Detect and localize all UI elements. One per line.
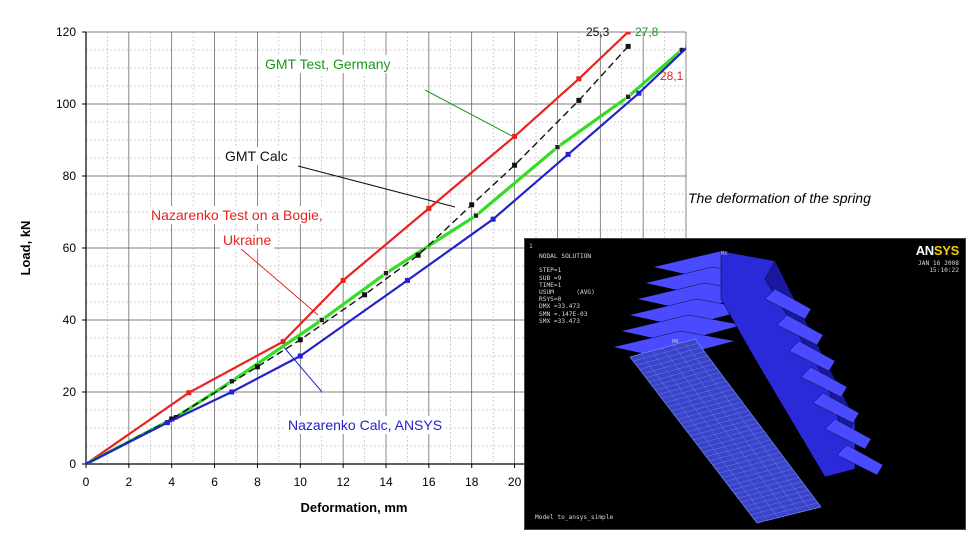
label-gmt-calc: GMT Calc <box>222 147 291 165</box>
series-point-3 <box>685 43 686 49</box>
ansys-info-block: NODAL SOLUTION STEP=1 SUB =9 TIME=1 USUM… <box>539 253 595 325</box>
series-point-1 <box>473 212 479 219</box>
x-tick-label: 4 <box>168 475 175 489</box>
series-point-2 <box>169 416 175 422</box>
chart-series <box>86 32 686 464</box>
y-tick-label: 100 <box>56 97 76 111</box>
ansys-time: 15:10:22 <box>929 267 959 274</box>
y-tick-labels: 0 20 40 60 80 100 120 <box>56 25 86 471</box>
leader-lines <box>239 89 513 393</box>
y-tick-label: 0 <box>69 457 76 471</box>
series-point-0 <box>512 133 518 139</box>
spring-fold <box>788 340 836 372</box>
x-tick-label: 10 <box>294 475 308 489</box>
x-tick-label: 16 <box>422 475 436 489</box>
x-tick-label: 12 <box>336 475 350 489</box>
series-point-2 <box>625 43 631 49</box>
series-point-1 <box>383 270 389 277</box>
series-point-2 <box>415 252 421 258</box>
mesh-line <box>673 344 800 513</box>
spring-fold <box>836 444 884 476</box>
series-point-2 <box>297 337 303 343</box>
leader-nazarenko-test <box>239 247 319 316</box>
series-line-2 <box>86 45 629 464</box>
y-axis-label: Load, kN <box>18 221 33 276</box>
series-point-0 <box>340 277 346 283</box>
window-number: 1 <box>529 243 533 250</box>
x-tick-label: 8 <box>254 475 261 489</box>
mesh-line <box>640 353 768 521</box>
spring-model: MX MN <box>612 250 884 524</box>
y-tick-label: 120 <box>56 25 76 39</box>
spring-fold <box>776 314 824 346</box>
leader-nazarenko-calc <box>281 344 323 393</box>
series-point-1 <box>554 144 561 150</box>
series-point-2 <box>469 202 475 208</box>
annotation-27-8: 27,8 <box>635 25 659 39</box>
series-point-3 <box>565 151 571 157</box>
leader-gmt-test <box>424 89 513 137</box>
series-point-3 <box>490 216 496 222</box>
annotation-28-1: 28,1 <box>660 69 684 83</box>
series-point-0 <box>426 205 432 211</box>
leader-gmt-calc <box>297 165 456 208</box>
series-point-2 <box>576 97 582 103</box>
x-tick-label: 18 <box>465 475 479 489</box>
mn-marker: MN <box>672 339 679 345</box>
mesh-line <box>629 356 758 524</box>
spring-fold <box>764 288 812 320</box>
x-axis-label: Deformation, mm <box>301 500 408 515</box>
x-tick-labels: 0 2 4 6 8 10 12 14 16 18 20 <box>83 464 522 489</box>
x-tick-label: 14 <box>379 475 393 489</box>
ansys-logo: ANSYS <box>915 243 960 258</box>
y-tick-label: 60 <box>63 241 77 255</box>
mesh-line <box>684 341 811 510</box>
label-nazarenko-test-line2: Ukraine <box>220 231 275 249</box>
spring-fold <box>800 366 848 398</box>
series-point-0 <box>625 32 631 35</box>
series-point-0 <box>576 76 582 82</box>
series-point-3 <box>86 461 89 464</box>
series-point-1 <box>318 317 325 323</box>
x-tick-label: 2 <box>126 475 133 489</box>
spring-mesh <box>629 338 822 524</box>
ansys-model-label: Model to_ansys_simple <box>535 513 614 521</box>
x-tick-label: 0 <box>83 475 90 489</box>
series-point-2 <box>512 162 518 168</box>
mesh-line <box>694 338 822 508</box>
spring-fold <box>812 392 860 424</box>
label-nazarenko-test-line1: Nazarenko Test on a Bogie, <box>148 206 326 224</box>
mx-marker: MX <box>721 251 728 257</box>
y-tick-label: 80 <box>63 169 77 183</box>
series-point-3 <box>636 90 642 96</box>
series-point-3 <box>229 389 235 395</box>
x-tick-label: 6 <box>211 475 218 489</box>
series-point-3 <box>164 420 170 426</box>
caption-spring-deformation: The deformation of the spring <box>688 190 871 206</box>
series-point-0 <box>186 390 192 396</box>
y-tick-label: 20 <box>63 385 77 399</box>
series-point-2 <box>254 364 260 370</box>
ansys-date: JAN 16 2008 <box>918 260 959 267</box>
series-point-1 <box>625 94 631 100</box>
series-point-0 <box>280 339 286 345</box>
series-line-0 <box>86 32 629 464</box>
mesh-line <box>662 347 790 516</box>
spring-fold <box>824 418 872 450</box>
series-point-3 <box>404 277 410 283</box>
series-point-3 <box>297 353 303 359</box>
ansys-render-panel: 1 NODAL SOLUTION STEP=1 SUB =9 TIME=1 US… <box>524 238 966 530</box>
mesh-line <box>651 350 779 518</box>
series-point-2 <box>362 292 368 298</box>
y-tick-label: 40 <box>63 313 77 327</box>
label-nazarenko-calc: Nazarenko Calc, ANSYS <box>285 416 446 434</box>
label-gmt-test: GMT Test, Germany <box>262 55 394 73</box>
annotation-25-3: 25,3 <box>586 25 610 39</box>
x-tick-label: 20 <box>508 475 522 489</box>
